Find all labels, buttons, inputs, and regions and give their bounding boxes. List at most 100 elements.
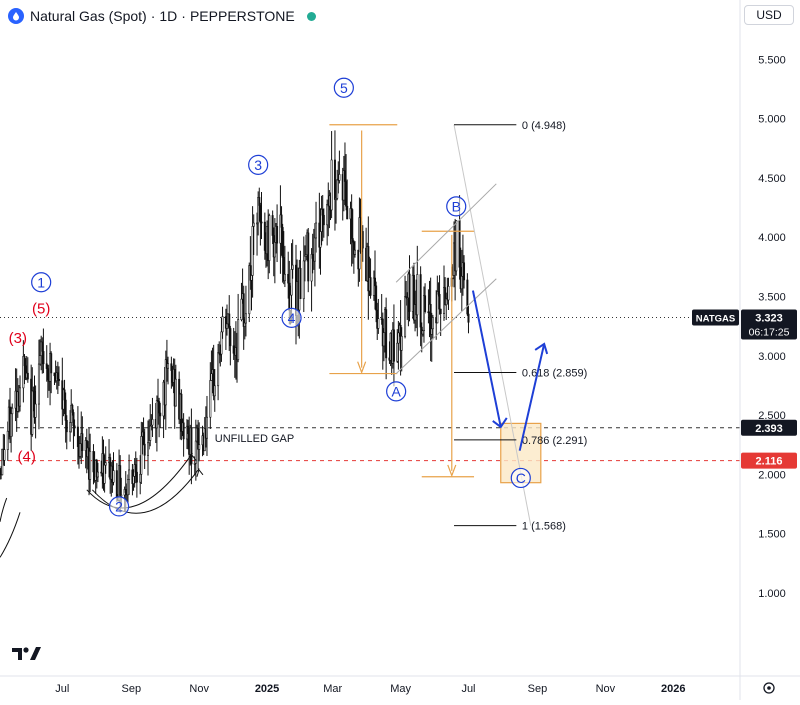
- candle-body: [439, 308, 442, 314]
- candle-body: [375, 285, 378, 311]
- wave-label-circle: [333, 77, 354, 98]
- candle-body: [280, 214, 283, 228]
- candle-body: [170, 363, 173, 371]
- candle-body: [315, 222, 318, 239]
- candle-body: [463, 262, 466, 281]
- candle-body: [346, 205, 349, 220]
- candle-body: [455, 220, 458, 272]
- wave-label: 4: [288, 310, 296, 326]
- candle-body: [120, 494, 123, 497]
- candle-body: [240, 298, 243, 320]
- candle-body: [45, 363, 48, 369]
- candle-body: [438, 294, 441, 310]
- candle-body: [182, 422, 185, 440]
- currency-button[interactable]: USD: [744, 5, 794, 25]
- candle-body: [159, 412, 162, 417]
- candle-body: [273, 242, 276, 258]
- candle-body: [460, 275, 463, 290]
- last-price-label: 3.323: [755, 312, 783, 324]
- candle-body: [190, 427, 193, 465]
- candle-body: [205, 416, 208, 439]
- wave-label-circle: [281, 307, 302, 328]
- candle-body: [151, 419, 154, 426]
- candle-body: [419, 274, 422, 328]
- arc-arrowhead: [189, 454, 197, 463]
- candle-body: [69, 422, 72, 433]
- arc-curve: [91, 468, 200, 514]
- fib-level-label: 0.786 (2.291): [522, 435, 587, 447]
- candle-body: [311, 253, 314, 259]
- candle-body: [447, 286, 450, 301]
- candle-body: [321, 208, 324, 216]
- symbol-header: Natural Gas (Spot) · 1D · PEPPERSTONE: [8, 6, 316, 26]
- ticker-tag-label: NATGAS: [696, 313, 735, 324]
- candle-body: [147, 442, 150, 456]
- candle-body: [124, 489, 127, 493]
- arc-arrowhead: [196, 468, 204, 477]
- arc-curve: [0, 512, 21, 558]
- price-tick-label: 5.000: [758, 114, 786, 126]
- candle-body: [385, 309, 388, 359]
- wave-label-circle: [31, 272, 52, 293]
- candle-body: [252, 222, 255, 227]
- candle-body: [128, 469, 131, 480]
- candle-body: [374, 277, 377, 287]
- candle-body: [26, 372, 29, 380]
- candle-body: [303, 255, 306, 262]
- wave-label: 1: [37, 274, 45, 290]
- gear-hub: [767, 686, 771, 690]
- candle-body: [41, 341, 44, 352]
- wave-label-circle: [108, 496, 130, 517]
- candle-body: [213, 385, 216, 397]
- candle-body: [11, 407, 14, 415]
- candle-body: [345, 181, 348, 207]
- candle-body: [299, 267, 302, 300]
- candle-body: [89, 451, 92, 480]
- candle-body: [351, 238, 354, 243]
- fib-level-label: 0.618 (2.859): [522, 368, 587, 380]
- candle-body: [319, 231, 322, 248]
- candle-body: [338, 174, 341, 181]
- time-tick-label: 2026: [661, 683, 685, 695]
- candle-body: [466, 279, 469, 315]
- time-tick-label: 2025: [255, 683, 279, 695]
- candle-body: [226, 323, 229, 329]
- candle-body: [313, 237, 316, 262]
- measure-arrowhead: [357, 361, 367, 375]
- candle-body: [343, 170, 346, 182]
- arc-curve: [0, 497, 8, 522]
- ticker-tag: [692, 309, 739, 326]
- logo-shape: [30, 647, 41, 660]
- candle-body: [79, 443, 82, 457]
- candle-body: [194, 440, 197, 464]
- candle-body: [73, 425, 76, 428]
- interval-label[interactable]: 1D: [159, 8, 178, 24]
- market-open-icon: [306, 11, 316, 21]
- candle-body: [451, 275, 454, 279]
- symbol-logo-icon[interactable]: [8, 8, 24, 24]
- candle-body: [322, 214, 325, 226]
- candle-body: [369, 277, 372, 296]
- price-tick-label: 3.500: [758, 291, 786, 303]
- candle-body: [232, 345, 235, 354]
- candle-body: [221, 316, 224, 333]
- candle-body: [291, 264, 294, 270]
- candle-body: [290, 269, 293, 296]
- tradingview-logo-icon: [12, 647, 41, 660]
- candle-body: [167, 363, 170, 369]
- candle-body: [242, 293, 245, 327]
- candle-body: [330, 159, 333, 211]
- candle-body: [115, 470, 118, 499]
- candle-body: [155, 400, 158, 429]
- candle-body: [404, 296, 407, 337]
- wave-label: C: [516, 470, 526, 486]
- candle-body: [424, 295, 427, 313]
- candle-body: [164, 359, 167, 406]
- chart-overlays: [0, 316, 740, 462]
- candle-body: [437, 291, 440, 295]
- candle-body: [158, 401, 161, 414]
- symbol-name[interactable]: Natural Gas (Spot): [30, 8, 147, 24]
- measure2-arrowhead: [447, 464, 457, 478]
- fib-level-label: 1 (1.568): [522, 521, 566, 533]
